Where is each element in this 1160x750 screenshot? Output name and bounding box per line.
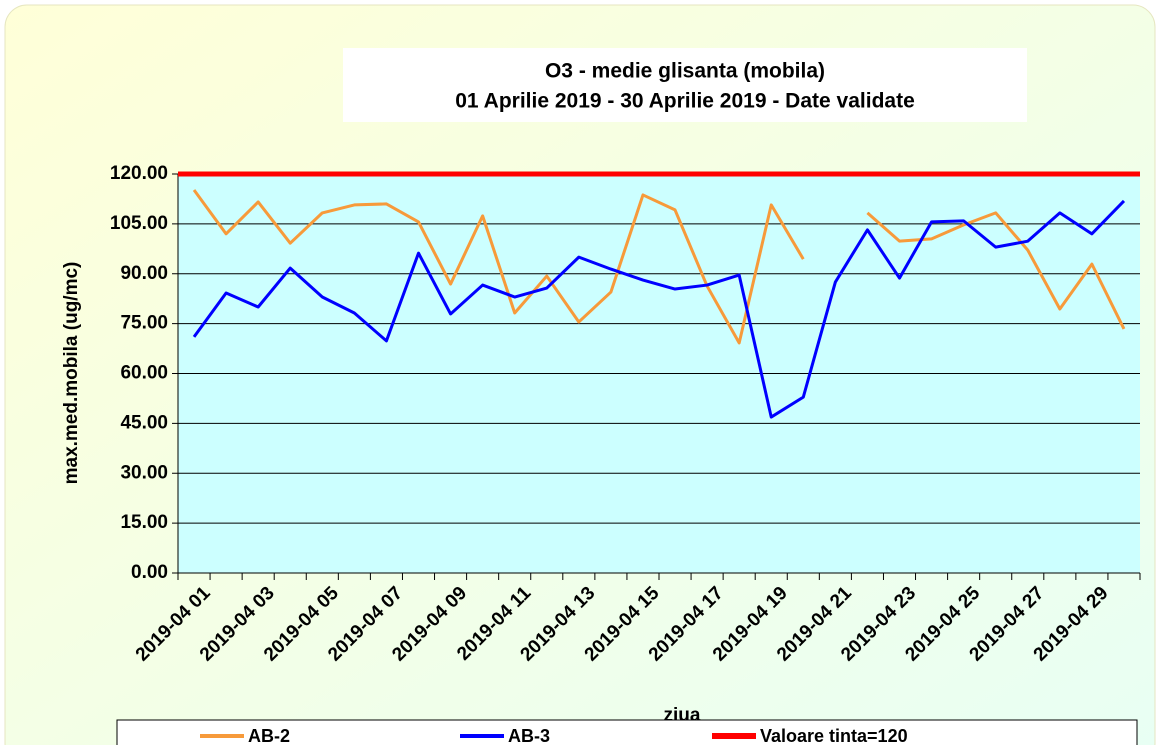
y-tick-label: 0.00	[131, 562, 168, 583]
y-axis-label: max.med.mobila (ug/mc)	[61, 262, 82, 485]
y-tick-label: 45.00	[120, 412, 168, 433]
legend-label: AB-2	[248, 726, 290, 745]
y-tick-label: 75.00	[120, 313, 168, 334]
title-box	[343, 48, 1027, 122]
legend-label: AB-3	[508, 726, 550, 745]
series-line	[192, 189, 1126, 345]
y-tick-label: 30.00	[120, 462, 168, 483]
y-tick-label: 15.00	[120, 512, 168, 533]
chart-subtitle: 01 Aprilie 2019 - 30 Aprilie 2019 - Date…	[455, 90, 915, 113]
chart-title: O3 - medie glisanta (mobila)	[545, 60, 825, 83]
legend-label: Valoare tinta=120	[760, 726, 908, 745]
y-tick-label: 120.00	[110, 163, 168, 184]
y-tick-label: 90.00	[120, 263, 168, 284]
y-tick-label: 105.00	[110, 213, 168, 234]
y-tick-label: 60.00	[120, 363, 168, 384]
series-line	[192, 199, 1126, 419]
